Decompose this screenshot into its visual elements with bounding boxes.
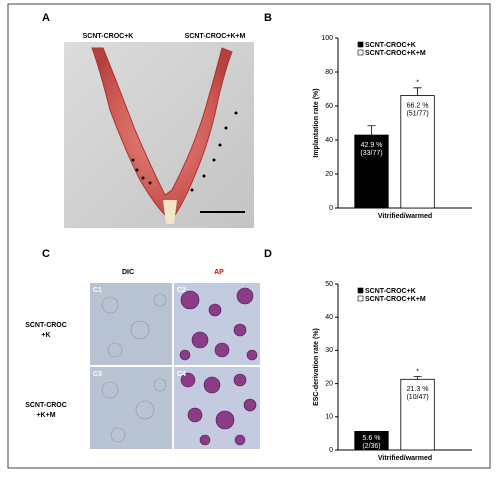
panel-letter: D: [264, 248, 272, 260]
y-axis-label: Implantation rate (%): [313, 88, 320, 157]
row-label: SCNT-CROC: [25, 322, 67, 329]
y-tick-label: 40: [325, 314, 333, 321]
legend-label: SCNT-CROC+K+M: [365, 50, 426, 57]
panel-letter: B: [264, 12, 272, 24]
significance: *: [416, 368, 419, 375]
value-label: 66.2 %: [407, 102, 429, 109]
column-header: DIC: [122, 269, 134, 276]
y-tick-label: 0: [329, 447, 333, 454]
tile-label: C3: [93, 371, 102, 378]
count-label: (33/77): [360, 150, 382, 157]
row-label: +K: [41, 332, 50, 339]
legend-swatch: [357, 41, 364, 48]
error-bar: [367, 125, 376, 136]
legend-swatch: [357, 49, 364, 56]
legend-swatch: [357, 287, 364, 294]
significance: *: [416, 80, 419, 87]
panel-letter: A: [42, 12, 50, 24]
photo-label: SCNT-CROC+K: [83, 33, 134, 40]
bar: [400, 95, 435, 209]
x-tick-label: Vitrified/warmed: [378, 213, 432, 220]
y-tick-label: 20: [325, 171, 333, 178]
row-label: +K+M: [36, 412, 55, 419]
y-tick-label: 0: [329, 205, 333, 212]
y-tick-label: 60: [325, 103, 333, 110]
y-tick-label: 100: [321, 35, 333, 42]
tile-label: C2: [177, 287, 186, 294]
y-tick-label: 30: [325, 347, 333, 354]
uterus-photo: [64, 42, 254, 228]
legend-label: SCNT-CROC+K: [365, 288, 416, 295]
error-bar: [413, 87, 422, 96]
value-label: 42.9 %: [361, 142, 383, 149]
count-label: (10/47): [406, 394, 428, 401]
micrographs: [90, 283, 260, 449]
count-label: (51/77): [406, 110, 428, 117]
y-tick-label: 10: [325, 414, 333, 421]
panel-letter: C: [42, 248, 50, 260]
y-tick-label: 40: [325, 137, 333, 144]
tile-label: C4: [177, 371, 186, 378]
bar: [354, 134, 389, 209]
x-tick-label: Vitrified/warmed: [378, 455, 432, 462]
legend-label: SCNT-CROC+K+M: [365, 296, 426, 303]
y-tick-label: 20: [325, 380, 333, 387]
photo-label: SCNT-CROC+K+M: [185, 33, 246, 40]
figure-border: [7, 3, 491, 469]
column-header: AP: [214, 269, 224, 276]
y-axis-label: ESC-derivation rate (%): [313, 328, 320, 406]
value-label: 21.3 %: [407, 386, 429, 393]
bar: [400, 378, 435, 451]
legend-label: SCNT-CROC+K: [365, 42, 416, 49]
bar: [354, 431, 389, 451]
count-label: (2/36): [362, 443, 380, 450]
legend-swatch: [357, 295, 364, 302]
value-label: 5.6 %: [363, 435, 381, 442]
error-bar: [413, 376, 422, 380]
tile-label: C1: [93, 287, 102, 294]
y-tick-label: 50: [325, 281, 333, 288]
y-tick-label: 80: [325, 69, 333, 76]
row-label: SCNT-CROC: [25, 402, 67, 409]
